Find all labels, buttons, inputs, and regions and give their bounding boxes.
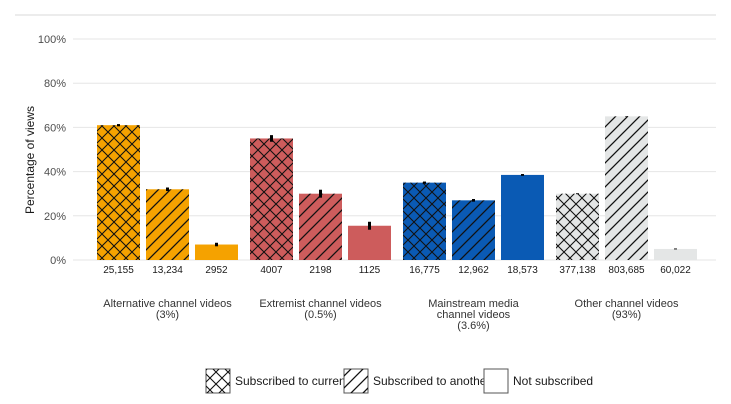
bar-hatch <box>299 193 342 260</box>
count-label: 12,962 <box>458 265 489 276</box>
y-tick-label: 40% <box>44 167 66 179</box>
bar-hatch <box>605 116 648 260</box>
bar-hatch <box>452 200 495 260</box>
count-label: 2198 <box>309 265 332 276</box>
count-label: 13,234 <box>152 265 183 276</box>
y-tick-label: 20% <box>44 211 66 223</box>
bar <box>195 244 238 260</box>
bar <box>654 248 697 260</box>
group-label: channel videos <box>437 309 511 321</box>
y-tick-label: 100% <box>38 34 66 46</box>
group-label: Extremist channel videos <box>259 298 382 310</box>
legend-swatch-hatch <box>344 369 368 393</box>
count-label: 803,685 <box>608 265 645 276</box>
group-labels: Alternative channel videos(3%) Extremist … <box>103 298 679 332</box>
bars: 25,155 13,234 2952 4007 2198 1125 16,775 12,962… <box>97 116 697 276</box>
y-axis-ticks: 0% 20% 40% 60% 80% 100% <box>38 34 66 267</box>
legend-label: Not subscribed <box>513 374 593 388</box>
group-label: Mainstream media <box>428 298 519 310</box>
count-label: 1125 <box>359 265 381 276</box>
legend-label: Subscribed to current <box>235 374 350 388</box>
group-label: (93%) <box>612 309 641 321</box>
y-tick-label: 80% <box>44 78 66 90</box>
legend-swatch <box>483 368 509 394</box>
legend-swatch-hatch <box>206 369 230 393</box>
group-label: Alternative channel videos <box>103 298 232 310</box>
count-label: 4007 <box>260 265 283 276</box>
bar-hatch <box>403 182 446 260</box>
y-axis-label: Percentage of views <box>23 106 37 214</box>
count-label: 18,573 <box>507 265 538 276</box>
count-label: 25,155 <box>103 265 134 276</box>
count-label: 377,138 <box>559 265 596 276</box>
count-label: 60,022 <box>660 265 691 276</box>
legend-label: Subscribed to another <box>373 374 490 388</box>
y-tick-label: 60% <box>44 122 66 134</box>
group-label: (3%) <box>156 309 179 321</box>
bar <box>348 225 391 260</box>
bar-hatch <box>556 193 599 260</box>
count-label: 16,775 <box>409 265 440 276</box>
bar-hatch <box>97 125 140 260</box>
group-label: Other channel videos <box>575 298 679 310</box>
legend: Subscribed to current Subscribed to anoth… <box>205 368 593 394</box>
group-label: (0.5%) <box>304 309 336 321</box>
bar-hatch <box>250 138 293 260</box>
count-label: 2952 <box>205 265 228 276</box>
bar <box>501 174 544 260</box>
y-tick-label: 0% <box>50 255 66 267</box>
group-label: (3.6%) <box>457 320 489 332</box>
bar-hatch <box>146 189 189 260</box>
